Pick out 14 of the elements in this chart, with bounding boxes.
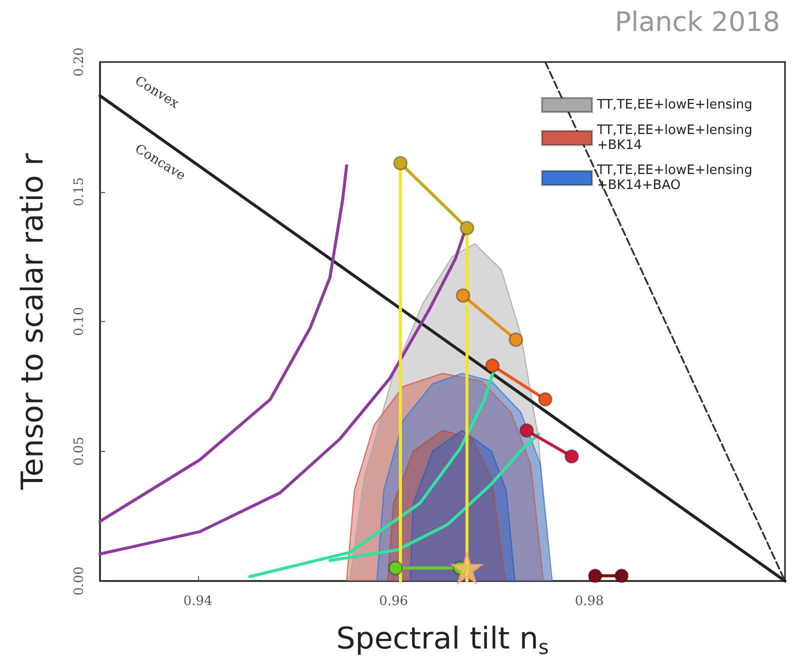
- y-tick-label: 0.10: [72, 307, 87, 336]
- text: TT,TE,EE+lowE+lensing: [597, 98, 752, 112]
- y-tick-label: 0.15: [72, 177, 87, 206]
- y-tick-label: 0.20: [72, 48, 87, 76]
- x-tick-label: 0.98: [574, 594, 604, 609]
- legend-label: TT,TE,EE+lowE+lensing +BK14: [596, 123, 757, 153]
- legend-label: TT,TE,EE+lowE+lensing: [596, 163, 757, 178]
- x-tick-label: 0.96: [379, 594, 408, 609]
- y-axis-title: Tensor to scalar ratio r: [16, 152, 50, 491]
- chart-title: Planck 2018: [614, 7, 780, 38]
- text: +BK14+BAO: [597, 178, 681, 193]
- x-tick-label: 0.94: [183, 594, 212, 609]
- y-tick-label: 0.05: [72, 436, 87, 466]
- y-tick-label: 0.00: [72, 566, 87, 596]
